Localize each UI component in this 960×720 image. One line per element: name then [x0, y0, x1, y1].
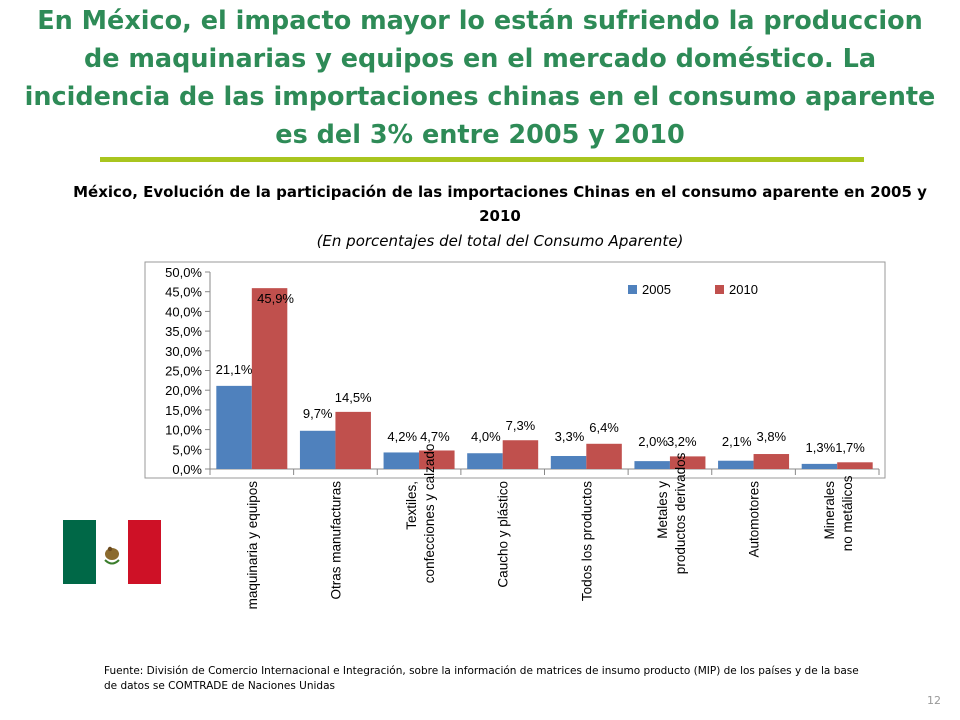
bar-2005: [801, 463, 838, 469]
x-tick-label: Metales y productos derivados: [655, 452, 688, 574]
legend-label: 2005: [642, 282, 671, 297]
data-label: 14,5%: [335, 390, 372, 405]
data-label: 3,2%: [667, 434, 697, 449]
data-label: 1,3%: [806, 440, 836, 455]
bar-2005: [299, 430, 336, 469]
bar-2010: [753, 454, 790, 469]
bar-2005: [718, 460, 754, 469]
x-tick-label: Automotores: [747, 481, 762, 558]
bar-2005: [216, 385, 252, 469]
data-label: 7,3%: [506, 418, 536, 433]
x-tick-label: Otras manufacturas: [328, 481, 343, 600]
data-label: 6,4%: [589, 420, 619, 435]
bar-2010: [837, 462, 873, 469]
y-tick-label: 35,0%: [165, 324, 202, 339]
source-note: Fuente: División de Comercio Internacion…: [104, 665, 859, 692]
bar-2010: [335, 411, 371, 469]
y-tick-label: 25,0%: [165, 364, 202, 379]
legend-swatch-2010: [715, 285, 724, 294]
data-label: 1,7%: [835, 440, 865, 455]
data-label: 2,0%: [638, 434, 668, 449]
y-tick-label: 0,0%: [172, 462, 202, 477]
x-tick-label: Caucho y plástico: [496, 481, 511, 588]
data-label: 4,2%: [387, 429, 417, 444]
data-label: 9,7%: [303, 406, 333, 421]
y-tick-label: 5,0%: [172, 442, 202, 457]
y-tick-label: 15,0%: [165, 403, 202, 418]
data-label: 4,7%: [420, 429, 450, 444]
x-tick-label: maquinaria y equipos: [245, 481, 260, 610]
x-tick-label: Textiles, confecciones y calzado: [404, 444, 437, 584]
bar-2010: [419, 450, 455, 469]
title-divider: [100, 157, 864, 162]
data-label: 4,0%: [471, 429, 501, 444]
y-tick-label: 30,0%: [165, 344, 202, 359]
x-tick-label: Todos los productos: [579, 481, 594, 601]
y-tick-label: 20,0%: [165, 383, 202, 398]
chart-subtitle: (En porcentajes del total del Consumo Ap…: [316, 232, 684, 250]
bar-2005: [634, 461, 670, 469]
data-label: 21,1%: [216, 362, 253, 377]
y-tick-label: 45,0%: [165, 285, 202, 300]
chart-title: México, Evolución de la participación de…: [73, 183, 927, 225]
bar-2010: [586, 443, 622, 469]
y-tick-label: 50,0%: [165, 265, 202, 280]
data-label: 3,8%: [756, 429, 786, 444]
legend-label: 2010: [729, 282, 758, 297]
legend-swatch-2005: [628, 285, 637, 294]
y-tick-label: 10,0%: [165, 423, 202, 438]
y-tick-label: 40,0%: [165, 304, 202, 319]
data-label: 45,9%: [257, 291, 294, 306]
bar-2005: [467, 453, 503, 469]
bar-2005: [550, 455, 587, 469]
slide-title: En México, el impacto mayor lo están suf…: [24, 6, 936, 150]
x-tick-label: Minerales no metálicos: [822, 475, 855, 551]
bar-2010: [669, 456, 706, 469]
data-label: 3,3%: [555, 429, 585, 444]
bar-2010: [502, 440, 539, 469]
data-label: 2,1%: [722, 434, 752, 449]
bar-2010: [251, 288, 288, 469]
bar-2005: [383, 452, 420, 469]
mexico-flag-icon: [63, 520, 161, 584]
page-number: 12: [927, 694, 941, 707]
